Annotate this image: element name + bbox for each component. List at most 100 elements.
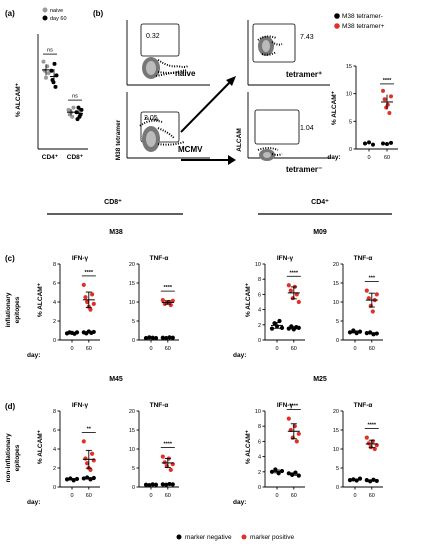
legend-neg-marker <box>176 534 182 540</box>
panel-c-day-label-1: day: <box>27 352 40 359</box>
y-tick-label: 20 <box>333 409 339 415</box>
point-positive <box>294 439 299 444</box>
facs-mcmv-value: 2.05 <box>144 115 158 122</box>
y-tick-label: 0 <box>336 338 339 344</box>
x-tick-label: 60 <box>86 346 92 352</box>
point <box>70 114 75 119</box>
point-negative <box>74 330 80 335</box>
point-positive <box>290 296 295 301</box>
subplot-title: TNF-α <box>150 255 169 262</box>
point <box>387 111 392 116</box>
legend-a-naive-marker <box>42 7 48 13</box>
point-positive <box>88 307 93 312</box>
epitope-m09: M09 <box>313 229 327 236</box>
point <box>71 105 76 110</box>
point-positive <box>90 292 95 297</box>
y-tick-label: 6 <box>53 281 56 287</box>
x-tick-label: 0 <box>149 493 152 499</box>
y-tick-label: 0 <box>258 338 261 344</box>
subplot-d-m25-tnf: 0 5 10 15 20 0 60 TNF-α **** <box>333 402 383 499</box>
legend-b-pos-marker <box>334 23 340 29</box>
point-positive <box>85 461 90 466</box>
category-label: CD8⁺ <box>67 154 84 161</box>
y-tick-label: 6 <box>258 439 261 445</box>
epitope-m45: M45 <box>109 376 123 383</box>
panel-c-day-label-2: day: <box>233 352 246 359</box>
point-negative <box>269 326 275 331</box>
point <box>382 97 387 102</box>
point-positive <box>296 431 301 436</box>
y-tick-label: 8 <box>53 409 56 415</box>
point-positive <box>83 456 88 461</box>
x-tick-label: 60 <box>165 493 171 499</box>
y-tick-label: 20 <box>129 409 135 415</box>
point-positive <box>170 298 175 303</box>
subplot-title: IFN-γ <box>277 255 294 262</box>
point <box>371 142 375 147</box>
point-positive <box>88 467 93 472</box>
subplot-title: IFN-γ <box>72 255 89 262</box>
x-tick-label: 0 <box>149 346 152 352</box>
subplot-title: IFN-γ <box>72 402 89 409</box>
point-positive <box>374 292 379 297</box>
panel-a-plot: CD4⁺ CD8⁺ ns ns <box>37 34 88 161</box>
facs-mcmv-label: MCMV <box>178 145 203 154</box>
y-tick-label: 5 <box>132 466 135 472</box>
y-tick-label: 2 <box>53 466 56 472</box>
significance-label: **** <box>290 404 299 410</box>
panel-d-day-label-1: day: <box>27 499 40 506</box>
point <box>41 59 46 64</box>
y-tick-label: 4 <box>53 300 56 306</box>
significance-label: **** <box>164 285 173 291</box>
subplot-d-m45-ifn: 0 2 4 6 8 0 60 IFN-γ ** <box>53 402 100 499</box>
panel-b-plot: 0 5 10 15 0 60 day: **** <box>327 64 398 161</box>
point-negative <box>276 471 281 476</box>
facs-naive-value: 0.32 <box>146 33 160 40</box>
subplot-title: IFN-γ <box>277 402 294 409</box>
point-positive <box>288 288 293 293</box>
y-tick-label: 0 <box>258 485 261 491</box>
point-positive <box>366 441 371 446</box>
y-tick-label: 20 <box>129 262 135 268</box>
facs-y-axis-left: M38 tetramer <box>115 119 122 160</box>
significance-label: ns <box>72 94 78 100</box>
legend-pos-marker <box>241 534 247 540</box>
x-tick-label: 60 <box>291 493 297 499</box>
flow-arrows <box>180 76 236 165</box>
point <box>46 71 51 76</box>
y-tick-label: 10 <box>129 300 135 306</box>
subplot-title: TNF-α <box>150 402 169 409</box>
x-tick-label: 0 <box>367 155 370 161</box>
significance-label: **** <box>290 270 299 276</box>
panel-b-ylabel: % ALCAM⁺ <box>331 90 338 125</box>
header-cd4: CD4⁺ <box>311 199 329 206</box>
point-positive <box>160 298 165 303</box>
y-tick-label: 5 <box>132 319 135 325</box>
point-positive <box>364 288 369 293</box>
point <box>76 105 81 110</box>
point-positive <box>366 296 371 301</box>
y-tick-label: 0 <box>132 338 135 344</box>
y-tick-label: 6 <box>53 428 56 434</box>
significance-label: ns <box>47 48 53 54</box>
y-tick-label: 10 <box>333 447 339 453</box>
y-tick-label: 8 <box>258 424 261 430</box>
y-tick-label: 2 <box>53 319 56 325</box>
subplot-title: TNF-α <box>354 402 373 409</box>
y-tick-label: 0 <box>132 485 135 491</box>
y-tick-label: 10 <box>255 262 261 268</box>
panel-a-label: (a) <box>5 9 15 18</box>
day-label: day: <box>327 154 340 161</box>
point <box>385 102 390 107</box>
panel-c-row-label-1: inflationary <box>5 292 12 327</box>
panel-d-label: (d) <box>5 402 16 411</box>
point-positive <box>292 424 297 429</box>
point-positive <box>81 282 86 287</box>
y-tick-label: 15 <box>129 428 135 434</box>
y-tick-label: 8 <box>53 262 56 268</box>
panel-c-ylabel-2: % ALCAM⁺ <box>245 282 252 317</box>
y-tick-label: 15 <box>129 281 135 287</box>
significance-label: **** <box>164 442 173 448</box>
facs-tetramer-pos: 7.43 tetramer⁺ <box>247 20 330 86</box>
facs-tetramer-pos-label: tetramer⁺ <box>286 70 322 79</box>
